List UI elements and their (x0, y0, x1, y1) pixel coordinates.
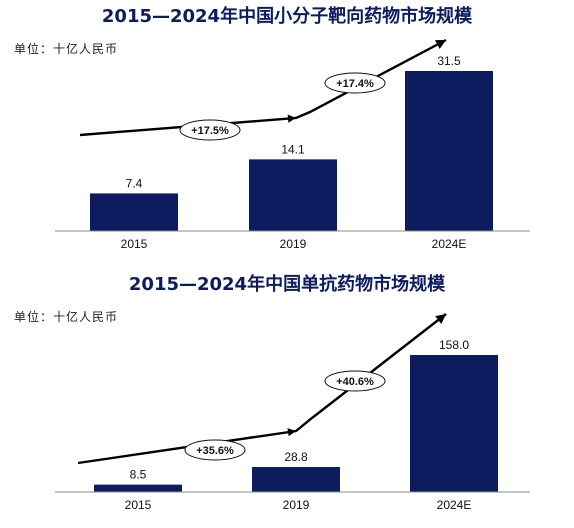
chart-panel-antibody: 2015—2024年中国单抗药物市场规模 单位：十亿人民币 8.5 2015 28.… (0, 268, 574, 528)
bar-2015 (94, 484, 182, 492)
x-tick-label: 2019 (280, 237, 307, 251)
data-label: 31.5 (437, 54, 461, 68)
data-label: 28.8 (284, 450, 308, 464)
unit-label: 单位：十亿人民币 (14, 42, 119, 56)
trend-arrow (79, 38, 447, 137)
growth-badge (179, 119, 241, 141)
arrowhead-icon (435, 40, 446, 49)
data-label: 7.4 (126, 176, 143, 190)
bar-2024E (410, 355, 498, 492)
growth-rate-label: +40.6% (336, 376, 374, 388)
data-label: 14.1 (281, 142, 305, 156)
growth-rate-label: +17.4% (336, 78, 374, 90)
trend-arrow (77, 313, 447, 465)
x-tick-label: 2024E (437, 498, 472, 512)
growth-rate-label: +17.5% (191, 125, 229, 137)
x-tick-label: 2015 (125, 498, 152, 512)
arrowhead-icon (287, 428, 296, 437)
bar-2015 (90, 193, 178, 231)
bar-2024E (405, 71, 493, 231)
x-tick-label: 2019 (283, 498, 310, 512)
x-tick-label: 2024E (432, 237, 467, 251)
bar-chart-small-molecule: 7.4 2015 14.1 2019 31.5 2024E +17.5% +17.4% (55, 38, 530, 251)
chart-panel-small-molecule: 2015—2024年中国小分子靶向药物市场规模 单位：十亿人民币 7.4 2015… (0, 0, 574, 262)
growth-badge (324, 370, 386, 392)
x-tick-label: 2015 (121, 237, 148, 251)
arrowhead-icon (287, 114, 296, 123)
chart-title: 2015—2024年中国单抗药物市场规模 (128, 274, 446, 295)
unit-label: 单位：十亿人民币 (14, 310, 119, 324)
arrowhead-icon (435, 314, 446, 324)
data-label: 158.0 (439, 338, 469, 352)
bar-2019 (249, 159, 337, 231)
bar-chart-antibody: 8.5 2015 28.8 2019 158.0 2024E +35.6% +40.6% (55, 313, 530, 512)
growth-rate-label: +35.6% (196, 445, 234, 457)
growth-badge (324, 72, 386, 94)
data-label: 8.5 (130, 468, 147, 482)
chart-title: 2015—2024年中国小分子靶向药物市场规模 (101, 6, 473, 27)
growth-badge (184, 439, 246, 461)
bar-2019 (252, 467, 340, 492)
